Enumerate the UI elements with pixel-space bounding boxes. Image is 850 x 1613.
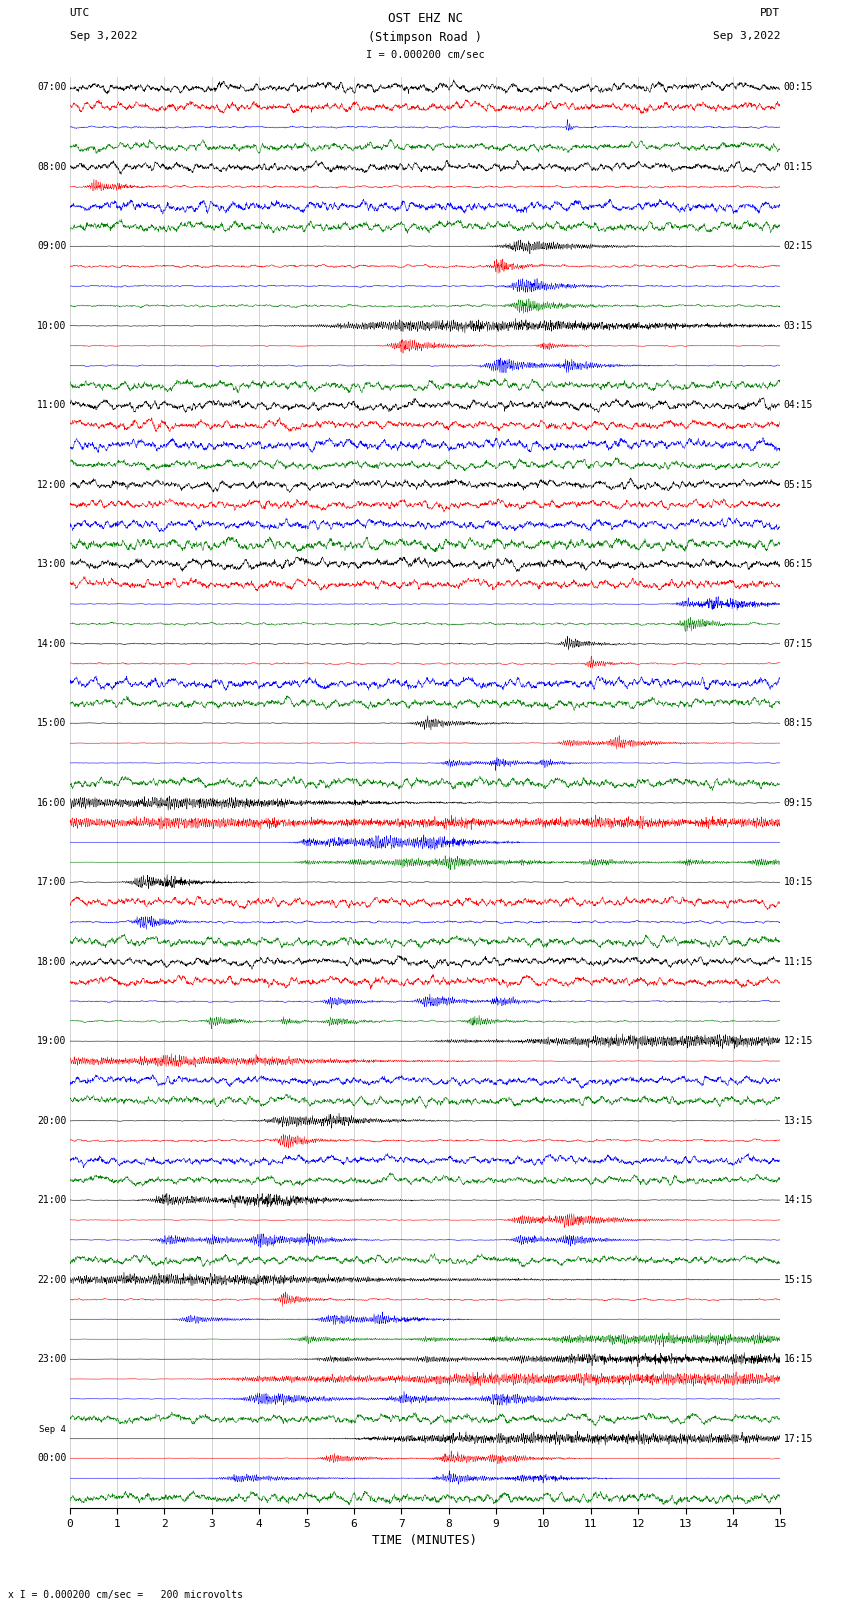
Text: 22:00: 22:00	[37, 1274, 66, 1284]
Text: 15:00: 15:00	[37, 718, 66, 727]
Text: 05:15: 05:15	[784, 479, 813, 490]
Text: 02:15: 02:15	[784, 242, 813, 252]
Text: x I = 0.000200 cm/sec =   200 microvolts: x I = 0.000200 cm/sec = 200 microvolts	[8, 1590, 243, 1600]
Text: (Stimpson Road ): (Stimpson Road )	[368, 31, 482, 44]
Text: 12:15: 12:15	[784, 1036, 813, 1047]
Text: 06:15: 06:15	[784, 560, 813, 569]
Text: 00:15: 00:15	[784, 82, 813, 92]
Text: 15:15: 15:15	[784, 1274, 813, 1284]
Text: 11:15: 11:15	[784, 957, 813, 966]
Text: 14:00: 14:00	[37, 639, 66, 648]
Text: 23:00: 23:00	[37, 1355, 66, 1365]
Text: 18:00: 18:00	[37, 957, 66, 966]
Text: 17:15: 17:15	[784, 1434, 813, 1444]
Text: 14:15: 14:15	[784, 1195, 813, 1205]
Text: 07:00: 07:00	[37, 82, 66, 92]
Text: 09:15: 09:15	[784, 798, 813, 808]
Text: 13:00: 13:00	[37, 560, 66, 569]
Text: 13:15: 13:15	[784, 1116, 813, 1126]
Text: 16:00: 16:00	[37, 798, 66, 808]
Text: 19:00: 19:00	[37, 1036, 66, 1047]
Text: Sep 3,2022: Sep 3,2022	[70, 31, 137, 40]
Text: Sep 4: Sep 4	[39, 1424, 66, 1434]
Text: Sep 3,2022: Sep 3,2022	[713, 31, 780, 40]
Text: 11:00: 11:00	[37, 400, 66, 410]
Text: 01:15: 01:15	[784, 161, 813, 173]
Text: 12:00: 12:00	[37, 479, 66, 490]
Text: 20:00: 20:00	[37, 1116, 66, 1126]
Text: 04:15: 04:15	[784, 400, 813, 410]
Text: 10:00: 10:00	[37, 321, 66, 331]
Text: 08:00: 08:00	[37, 161, 66, 173]
Text: PDT: PDT	[760, 8, 780, 18]
Text: 03:15: 03:15	[784, 321, 813, 331]
Text: 09:00: 09:00	[37, 242, 66, 252]
Text: 17:00: 17:00	[37, 877, 66, 887]
Text: 10:15: 10:15	[784, 877, 813, 887]
Text: 07:15: 07:15	[784, 639, 813, 648]
Text: 00:00: 00:00	[37, 1453, 66, 1463]
Text: OST EHZ NC: OST EHZ NC	[388, 11, 462, 24]
X-axis label: TIME (MINUTES): TIME (MINUTES)	[372, 1534, 478, 1547]
Text: 08:15: 08:15	[784, 718, 813, 727]
Text: 16:15: 16:15	[784, 1355, 813, 1365]
Text: I = 0.000200 cm/sec: I = 0.000200 cm/sec	[366, 50, 484, 60]
Text: 21:00: 21:00	[37, 1195, 66, 1205]
Text: UTC: UTC	[70, 8, 90, 18]
